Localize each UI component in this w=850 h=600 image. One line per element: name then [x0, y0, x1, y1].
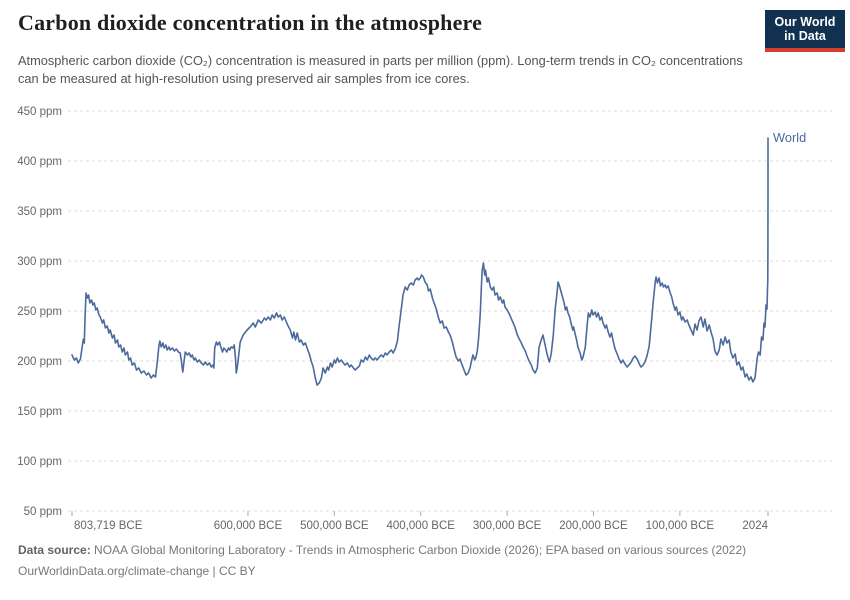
series-line-world — [71, 137, 769, 386]
x-tick-label: 200,000 BCE — [559, 520, 628, 532]
data-source-text: NOAA Global Monitoring Laboratory - Tren… — [90, 543, 747, 557]
chart-footer: Data source: NOAA Global Monitoring Labo… — [18, 540, 832, 582]
y-tick-label: 350 ppm — [17, 206, 62, 218]
x-tick-label: 2024 — [742, 520, 768, 532]
owid-logo-line2: in Data — [784, 29, 826, 43]
data-source-line: Data source: NOAA Global Monitoring Labo… — [18, 540, 832, 561]
x-tick-label: 803,719 BCE — [74, 520, 143, 532]
chart-subtitle: Atmospheric carbon dioxide (CO₂) concent… — [18, 53, 743, 86]
owid-logo-red-bar — [765, 48, 845, 52]
y-tick-label: 50 ppm — [24, 506, 62, 518]
license-text[interactable]: OurWorldinData.org/climate-change | CC B… — [18, 564, 256, 578]
owid-logo-line1: Our World — [774, 14, 836, 29]
data-source-label: Data source: — [18, 543, 91, 557]
y-tick-label: 100 ppm — [17, 456, 62, 468]
x-tick-label: 100,000 BCE — [646, 520, 715, 532]
x-tick-label: 400,000 BCE — [387, 520, 456, 532]
owid-logo-box: Our World in Data — [765, 10, 845, 48]
page-title: Carbon dioxide concentration in the atmo… — [18, 10, 483, 35]
y-tick-label: 300 ppm — [17, 256, 62, 268]
y-tick-label: 250 ppm — [17, 306, 62, 318]
y-tick-label: 150 ppm — [17, 406, 62, 418]
x-tick-label: 300,000 BCE — [473, 520, 542, 532]
y-tick-label: 450 ppm — [17, 106, 62, 118]
series-label-world: World — [773, 130, 806, 145]
license-line[interactable]: OurWorldinData.org/climate-change | CC B… — [18, 561, 832, 582]
x-tick-label: 500,000 BCE — [300, 520, 369, 532]
y-tick-label: 400 ppm — [17, 156, 62, 168]
x-tick-label: 600,000 BCE — [214, 520, 283, 532]
y-tick-label: 200 ppm — [17, 356, 62, 368]
owid-logo: Our World in Data — [765, 10, 845, 52]
